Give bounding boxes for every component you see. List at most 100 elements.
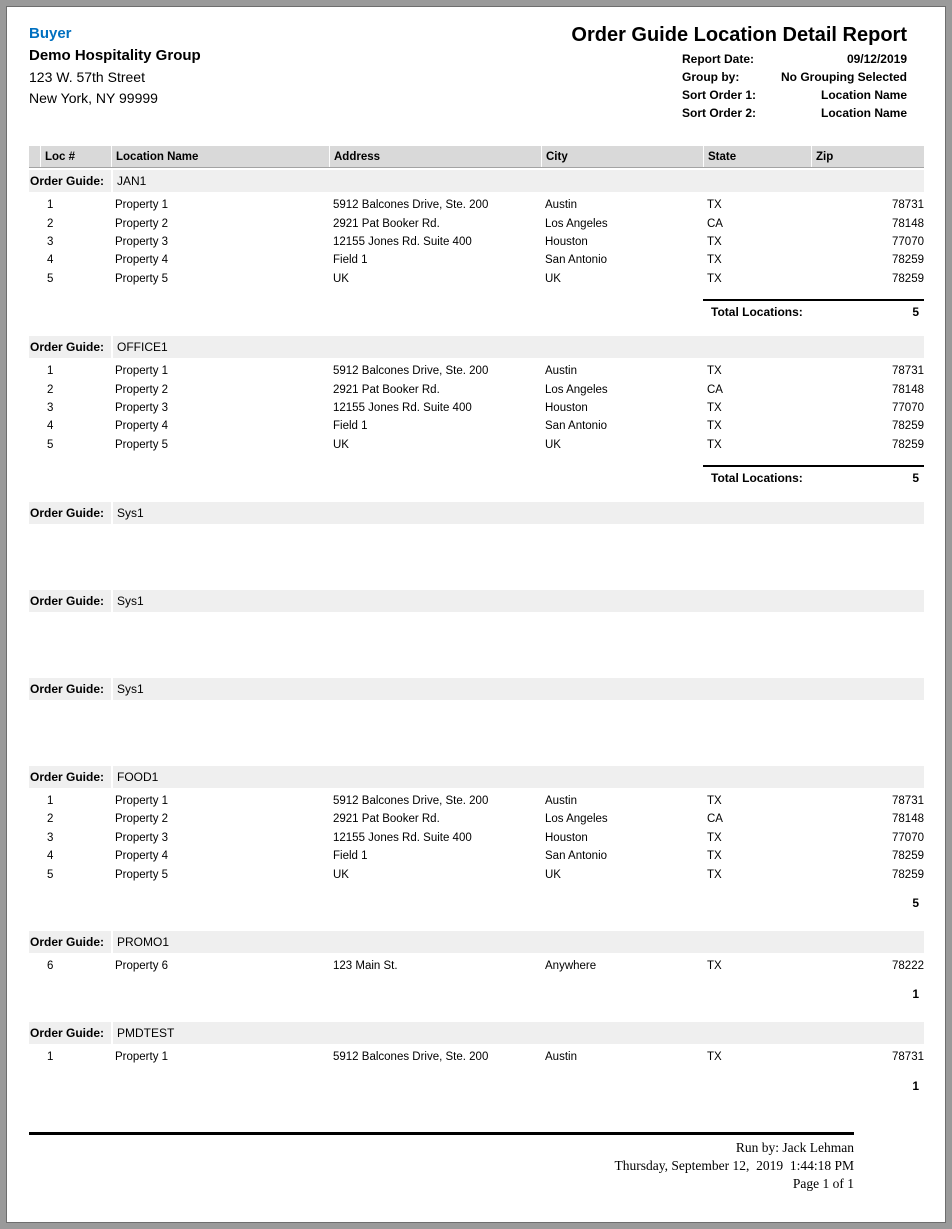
footer-page-number: Page 1 of 1 [792, 1176, 854, 1191]
table-header-spacer [29, 146, 40, 167]
row-cell: Property 5 [115, 868, 169, 881]
row-cell: TX [707, 254, 722, 267]
table-row: 4 Property 4 Field 1 San Antonio TX 78259 [29, 417, 924, 435]
group-total-row: Total Locations: 5 [703, 464, 924, 485]
group-total-row: Total Locations: 5 [703, 298, 924, 319]
footer-datetime: Thursday, September 12, 2019 1:44:18 PM [614, 1158, 854, 1173]
report-meta-row: Group by: No Grouping Selected [682, 68, 907, 86]
group-rows: 1 Property 1 5912 Balcones Drive, Ste. 200… [29, 1044, 924, 1066]
table-row: 1 Property 1 5912 Balcones Drive, Ste. 200… [29, 196, 924, 214]
row-cell: San Antonio [545, 254, 608, 267]
row-cell: 2921 Pat Booker Rd. [333, 217, 440, 230]
report-meta: Report Date: 09/12/2019 Group by: No Groupi… [567, 50, 907, 122]
company-address-line1: 123 W. 57th Street [29, 69, 145, 85]
table-groups: Order Guide: JAN1 1 Property 1 5912 Balcones… [29, 170, 924, 1097]
row-cell: 6 [47, 960, 54, 973]
buyer-label: Buyer [29, 25, 72, 42]
group-header-row: Order Guide: JAN1 [29, 170, 924, 192]
row-cell: TX [707, 199, 722, 212]
table-row: 1 Property 1 5912 Balcones Drive, Ste. 200… [29, 792, 924, 810]
row-cell: UK [333, 272, 349, 285]
meta-label: Sort Order 2: [682, 106, 757, 120]
total-label: Total Locations: [711, 304, 803, 319]
group-name: JAN1 [113, 170, 924, 192]
row-cell: 77070 [892, 401, 924, 414]
row-cell: 12155 Jones Rd. Suite 400 [333, 235, 472, 248]
order-guide-group: Order Guide: Sys1 [29, 589, 924, 612]
row-cell: Austin [545, 365, 577, 378]
row-cell: TX [707, 831, 722, 844]
table-header-row: Loc # Location Name Address City State Zip [29, 146, 924, 168]
group-label: Order Guide: [29, 677, 111, 700]
column-header-city: City [541, 146, 703, 167]
group-label: Order Guide: [29, 170, 111, 192]
table-row: 3 Property 3 12155 Jones Rd. Suite 400 Hous… [29, 399, 924, 417]
row-cell: 12155 Jones Rd. Suite 400 [333, 401, 472, 414]
row-cell: Property 3 [115, 401, 169, 414]
row-cell: 78731 [892, 1051, 924, 1064]
group-label: Order Guide: [29, 335, 111, 358]
row-cell: CA [707, 813, 723, 826]
table-row: 2 Property 2 2921 Pat Booker Rd. Los Angele… [29, 214, 924, 232]
row-cell: 1 [47, 365, 54, 378]
row-cell: UK [545, 868, 561, 881]
group-label: Order Guide: [29, 501, 111, 524]
group-label: Order Guide: [29, 930, 111, 953]
row-cell: 5 [47, 272, 54, 285]
group-label: Order Guide: [29, 589, 111, 612]
report-meta-row: Sort Order 2: Location Name [682, 104, 907, 122]
row-cell: TX [707, 795, 722, 808]
row-cell: 78148 [892, 813, 924, 826]
row-cell: 5912 Balcones Drive, Ste. 200 [333, 199, 489, 212]
row-cell: TX [707, 868, 722, 881]
row-cell: 4 [47, 850, 54, 863]
title-block: Order Guide Location Detail Report Repor… [567, 23, 907, 122]
meta-value: Location Name [820, 106, 907, 120]
total-value: 1 [912, 987, 919, 1002]
order-guide-group: Order Guide: Sys1 [29, 501, 924, 524]
group-label: Order Guide: [29, 765, 111, 788]
row-cell: Property 4 [115, 254, 169, 267]
group-label: Order Guide: [29, 1022, 111, 1045]
table-row: 6 Property 6 123 Main St. Anywhere TX 78222 [29, 957, 924, 975]
meta-value: 09/12/2019 [846, 52, 907, 66]
row-cell: Property 3 [115, 831, 169, 844]
row-cell: 78148 [892, 383, 924, 396]
row-cell: 78222 [892, 960, 924, 973]
row-cell: San Antonio [545, 850, 608, 863]
order-guide-group: Order Guide: Sys1 [29, 677, 924, 700]
company-name: Demo Hospitality Group [29, 47, 201, 64]
row-cell: Property 5 [115, 272, 169, 285]
table-row: 3 Property 3 12155 Jones Rd. Suite 400 Hous… [29, 829, 924, 847]
footer-run-by: Run by: Jack Lehman [735, 1140, 854, 1155]
row-cell: Austin [545, 795, 577, 808]
row-cell: UK [545, 272, 561, 285]
row-cell: Field 1 [333, 850, 368, 863]
row-cell: TX [707, 272, 722, 285]
column-header-location-name: Location Name [111, 146, 329, 167]
row-cell: 78259 [892, 438, 924, 451]
row-cell: Field 1 [333, 420, 368, 433]
row-cell: UK [545, 438, 561, 451]
table-row: 5 Property 5 UK UK TX 78259 [29, 436, 924, 454]
row-cell: 77070 [892, 831, 924, 844]
row-cell: 78259 [892, 254, 924, 267]
row-cell: 3 [47, 401, 54, 414]
group-header-row: Order Guide: PROMO1 [29, 930, 924, 953]
table-row: 1 Property 1 5912 Balcones Drive, Ste. 200… [29, 362, 924, 380]
group-rows: 1 Property 1 5912 Balcones Drive, Ste. 200… [29, 358, 924, 454]
row-cell: TX [707, 1051, 722, 1064]
order-guide-group: Order Guide: PROMO1 6 Property 6 123 Main St… [29, 930, 924, 1005]
row-cell: 1 [47, 1051, 54, 1064]
column-header-address: Address [329, 146, 541, 167]
group-header-row: Order Guide: Sys1 [29, 589, 924, 612]
row-cell: Property 5 [115, 438, 169, 451]
group-name: Sys1 [113, 589, 924, 612]
row-cell: 78731 [892, 199, 924, 212]
column-header-loc-: Loc # [40, 146, 111, 167]
row-cell: Property 1 [115, 199, 169, 212]
column-header-state: State [703, 146, 811, 167]
row-cell: Property 1 [115, 365, 169, 378]
report-table: Loc # Location Name Address City State Zip Or… [29, 146, 924, 1097]
row-cell: Austin [545, 1051, 577, 1064]
